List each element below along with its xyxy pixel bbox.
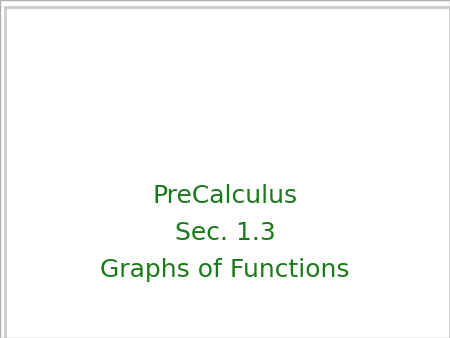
Text: PreCalculus: PreCalculus — [153, 184, 297, 208]
Text: Sec. 1.3: Sec. 1.3 — [175, 221, 275, 245]
Text: Graphs of Functions: Graphs of Functions — [100, 258, 350, 283]
